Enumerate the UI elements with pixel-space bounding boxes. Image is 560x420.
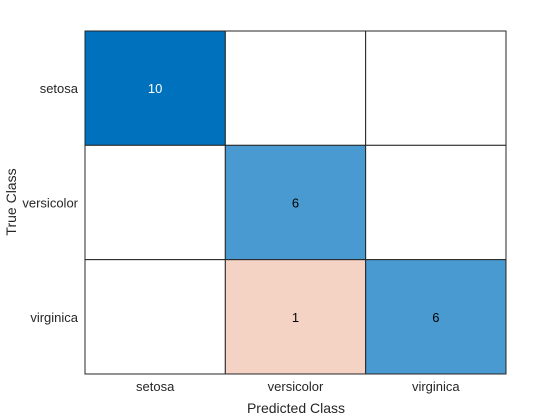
matrix-cell-virginica-setosa	[84, 259, 226, 375]
x-tick-labels: setosa versicolor virginica	[136, 379, 460, 394]
y-tick-label-virginica: virginica	[30, 310, 78, 325]
matrix-cell-setosa-setosa	[84, 30, 226, 146]
matrix-cell-virginica-versicolor	[224, 259, 367, 375]
matrix-cell-virginica-virginica	[365, 259, 507, 375]
x-tick-label-virginica: virginica	[412, 379, 460, 394]
x-tick-label-setosa: setosa	[136, 379, 175, 394]
y-axis-label: True Class	[3, 168, 19, 235]
matrix-cell-setosa-versicolor	[224, 30, 367, 146]
matrix-cell-versicolor-virginica	[365, 144, 507, 261]
cell-value-virginica-virginica: 6	[432, 310, 439, 325]
matrix-cell-setosa-virginica	[365, 30, 507, 146]
matrix-cell-versicolor-setosa	[84, 144, 226, 261]
cell-value-versicolor-versicolor: 6	[292, 195, 299, 210]
x-tick-label-versicolor: versicolor	[268, 379, 324, 394]
matrix-cell-versicolor-versicolor	[224, 144, 367, 261]
cell-value-setosa-setosa: 10	[148, 81, 162, 96]
y-tick-label-versicolor: versicolor	[22, 195, 78, 210]
x-axis-label: Predicted Class	[247, 400, 345, 416]
matrix-cells: 10 6 1 6	[84, 30, 507, 375]
y-tick-label-setosa: setosa	[40, 81, 79, 96]
cell-value-virginica-versicolor: 1	[292, 310, 299, 325]
y-tick-labels: setosa versicolor virginica	[22, 81, 78, 325]
